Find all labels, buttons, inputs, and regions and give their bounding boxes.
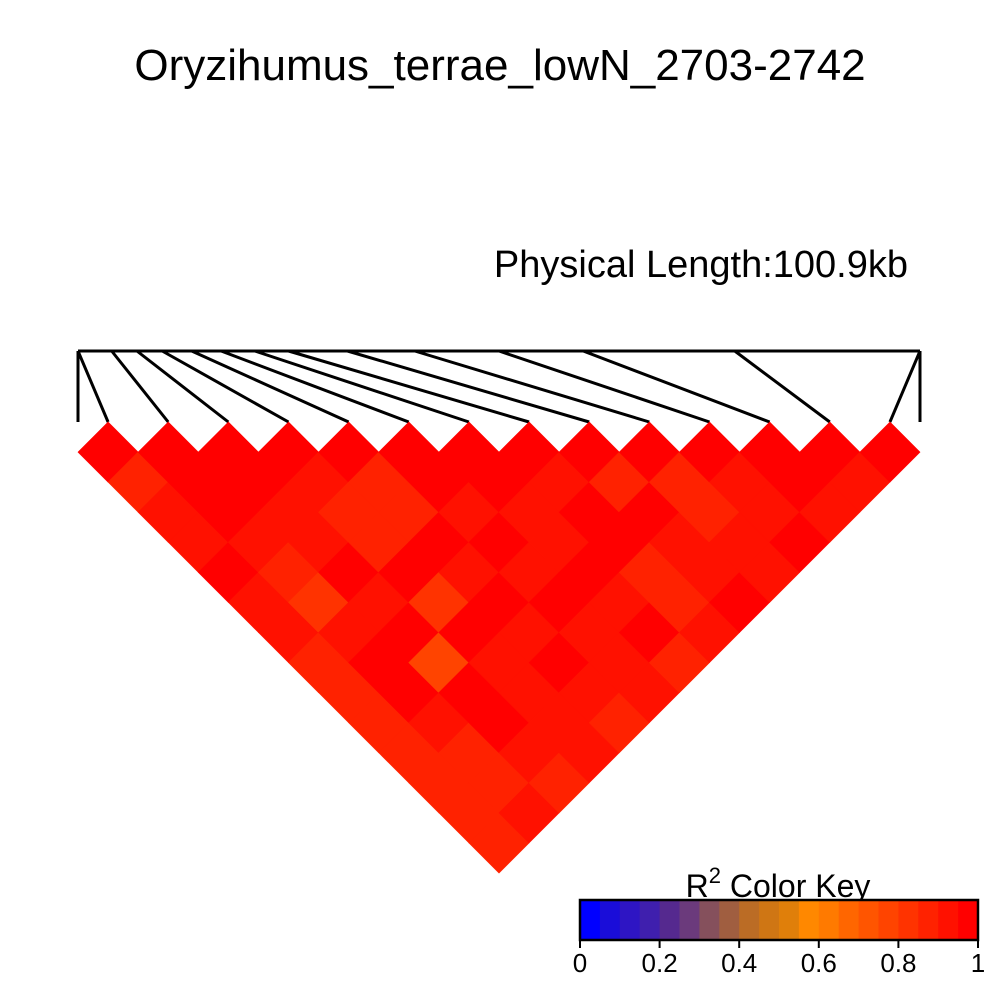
- color-key-title-rest: Color Key: [721, 868, 870, 904]
- color-key-tick-label: 0.2: [642, 948, 678, 978]
- color-key-ticks: 0 0.2 0.4 0.6 0.8 1: [573, 940, 985, 978]
- color-key-swatch: [719, 900, 740, 940]
- chart-title: Oryzihumus_terrae_lowN_2703-2742: [134, 41, 865, 90]
- color-key-swatch: [699, 900, 720, 940]
- color-key-swatch: [599, 900, 621, 940]
- ld-heatmap: [77, 421, 921, 874]
- color-key-swatch: [858, 900, 879, 940]
- color-key-swatch: [818, 900, 840, 940]
- color-key-swatch: [798, 900, 820, 940]
- color-key-swatch: [938, 900, 959, 940]
- color-key-bar: [578, 898, 980, 942]
- color-key-swatch: [958, 900, 979, 940]
- snp-connector-line: [498, 349, 710, 424]
- color-key-tick-label: 0.4: [721, 948, 757, 978]
- snp-connector-line: [582, 349, 771, 424]
- color-key-swatch: [739, 900, 760, 940]
- color-key-tick-label: 0: [573, 948, 587, 978]
- snp-connector-line: [191, 349, 350, 424]
- snp-connector-line: [76, 350, 110, 423]
- color-key-swatch: [779, 900, 800, 940]
- snp-connector-line: [888, 350, 922, 423]
- color-key-swatch: [878, 900, 899, 940]
- ld-cell: [859, 421, 921, 483]
- color-key-swatch: [679, 900, 700, 940]
- color-key-swatch: [918, 900, 939, 940]
- snp-connector-line: [161, 349, 290, 424]
- color-key-title-sup: 2: [709, 863, 721, 888]
- color-key-swatch: [838, 900, 860, 940]
- chart-subtitle: Physical Length:100.9kb: [494, 244, 908, 286]
- color-key-tick-label: 0.8: [880, 948, 916, 978]
- snp-connector-line: [220, 349, 410, 424]
- color-key-swatch: [619, 900, 641, 940]
- color-key-tick-label: 0.6: [801, 948, 837, 978]
- snp-connector-line: [136, 349, 230, 424]
- snp-position-map: [76, 349, 922, 424]
- color-key-tick-label: 1: [971, 948, 985, 978]
- snp-connector-line: [347, 349, 590, 424]
- snp-connector-line: [733, 349, 831, 424]
- color-key: R2 Color Key 0 0.2 0.4 0.6 0.8 1: [573, 863, 985, 978]
- color-key-title-base: R: [686, 868, 709, 904]
- snp-connector-line: [288, 349, 530, 424]
- color-key-swatch: [759, 900, 780, 940]
- color-key-swatch: [580, 900, 601, 940]
- snp-connector-line: [110, 350, 170, 423]
- snp-connector-line: [414, 349, 650, 424]
- snp-connector-line: [254, 349, 470, 424]
- color-key-border: [578, 898, 980, 942]
- color-key-title: R2 Color Key: [686, 863, 871, 904]
- color-key-swatch: [659, 900, 680, 940]
- color-key-swatch: [639, 900, 661, 940]
- color-key-swatch: [898, 900, 919, 940]
